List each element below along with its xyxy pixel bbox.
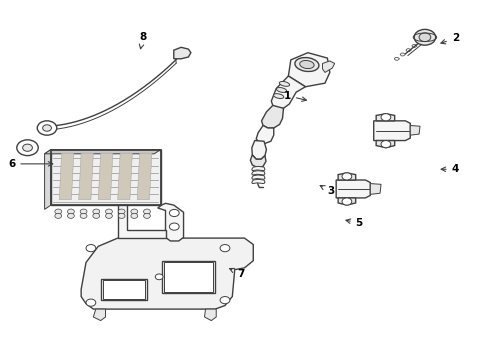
Circle shape [93, 209, 100, 214]
Circle shape [17, 140, 38, 156]
Polygon shape [118, 205, 166, 238]
Circle shape [55, 213, 61, 219]
Polygon shape [337, 173, 355, 180]
Circle shape [22, 144, 32, 151]
Polygon shape [251, 171, 264, 175]
Polygon shape [158, 203, 183, 241]
Circle shape [42, 125, 51, 131]
Bar [101, 279, 147, 300]
Ellipse shape [279, 81, 289, 86]
Polygon shape [375, 140, 394, 148]
Circle shape [80, 209, 87, 214]
Text: 7: 7 [229, 269, 244, 279]
Circle shape [380, 114, 390, 121]
Text: 4: 4 [440, 164, 458, 174]
Circle shape [80, 213, 87, 219]
Circle shape [118, 209, 125, 214]
Polygon shape [337, 198, 355, 205]
Circle shape [143, 213, 150, 219]
Ellipse shape [294, 58, 318, 72]
Text: 5: 5 [345, 218, 362, 228]
Circle shape [37, 121, 57, 135]
Circle shape [418, 33, 430, 41]
Bar [103, 280, 144, 299]
Polygon shape [373, 121, 409, 140]
Circle shape [131, 213, 138, 219]
Circle shape [169, 210, 179, 217]
Circle shape [131, 209, 138, 214]
Polygon shape [44, 149, 160, 154]
Polygon shape [93, 309, 105, 320]
Ellipse shape [276, 87, 286, 93]
Polygon shape [81, 238, 253, 309]
Polygon shape [256, 126, 273, 143]
Circle shape [86, 299, 96, 306]
Polygon shape [375, 114, 394, 121]
Circle shape [105, 209, 112, 214]
Circle shape [93, 213, 100, 219]
Text: 3: 3 [320, 185, 334, 197]
Text: 8: 8 [139, 32, 146, 49]
Ellipse shape [299, 60, 313, 69]
Circle shape [341, 173, 351, 180]
Polygon shape [405, 49, 410, 51]
Polygon shape [137, 153, 152, 200]
Bar [161, 261, 215, 293]
Polygon shape [118, 153, 132, 200]
Polygon shape [399, 53, 405, 56]
Circle shape [169, 223, 179, 230]
Circle shape [413, 30, 435, 45]
Polygon shape [369, 184, 380, 194]
Polygon shape [417, 40, 422, 43]
Polygon shape [44, 149, 51, 210]
Circle shape [118, 213, 125, 219]
Polygon shape [411, 44, 416, 47]
Polygon shape [51, 149, 160, 205]
Polygon shape [251, 179, 264, 184]
Polygon shape [409, 126, 419, 135]
Polygon shape [79, 153, 93, 200]
Polygon shape [322, 61, 334, 72]
Circle shape [143, 209, 150, 214]
Bar [163, 262, 212, 292]
Polygon shape [251, 166, 264, 171]
Polygon shape [251, 175, 264, 179]
Polygon shape [204, 309, 216, 320]
Polygon shape [271, 76, 305, 108]
Circle shape [155, 274, 163, 280]
Polygon shape [250, 155, 265, 167]
Circle shape [380, 140, 390, 148]
Text: 1: 1 [283, 91, 306, 102]
Polygon shape [288, 53, 329, 87]
Polygon shape [98, 153, 113, 200]
Polygon shape [59, 153, 74, 200]
Circle shape [67, 213, 74, 219]
Circle shape [105, 213, 112, 219]
Polygon shape [261, 105, 283, 128]
Ellipse shape [273, 94, 283, 99]
Circle shape [341, 198, 351, 205]
Polygon shape [251, 140, 266, 159]
Text: 2: 2 [440, 33, 458, 44]
Polygon shape [393, 57, 399, 60]
Polygon shape [335, 180, 369, 198]
Circle shape [220, 244, 229, 252]
Circle shape [220, 297, 229, 304]
Circle shape [55, 209, 61, 214]
Polygon shape [173, 47, 190, 59]
Circle shape [86, 244, 96, 252]
Text: 6: 6 [8, 159, 53, 169]
Circle shape [67, 209, 74, 214]
